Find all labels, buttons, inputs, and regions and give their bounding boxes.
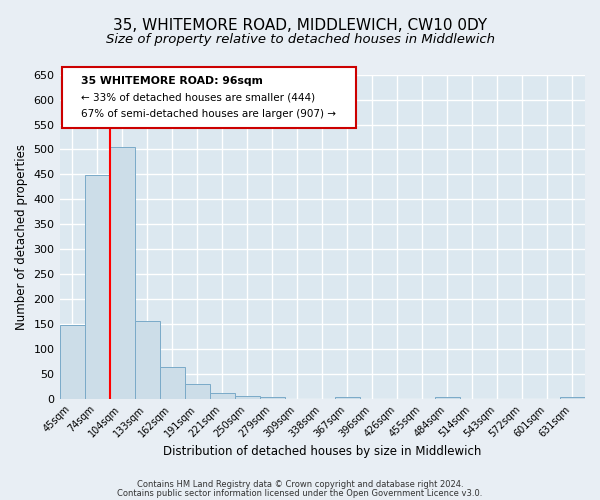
Bar bbox=[560, 396, 585, 399]
Bar bbox=[260, 396, 285, 399]
Text: Contains public sector information licensed under the Open Government Licence v3: Contains public sector information licen… bbox=[118, 488, 482, 498]
X-axis label: Distribution of detached houses by size in Middlewich: Distribution of detached houses by size … bbox=[163, 444, 481, 458]
Bar bbox=[435, 396, 460, 399]
Bar bbox=[335, 396, 360, 399]
Text: 35 WHITEMORE ROAD: 96sqm: 35 WHITEMORE ROAD: 96sqm bbox=[80, 76, 262, 86]
Bar bbox=[160, 366, 185, 399]
Text: Contains HM Land Registry data © Crown copyright and database right 2024.: Contains HM Land Registry data © Crown c… bbox=[137, 480, 463, 489]
Bar bbox=[59, 325, 85, 399]
Y-axis label: Number of detached properties: Number of detached properties bbox=[15, 144, 28, 330]
Text: 35, WHITEMORE ROAD, MIDDLEWICH, CW10 0DY: 35, WHITEMORE ROAD, MIDDLEWICH, CW10 0DY bbox=[113, 18, 487, 32]
Text: ← 33% of detached houses are smaller (444): ← 33% of detached houses are smaller (44… bbox=[80, 92, 314, 102]
Text: 67% of semi-detached houses are larger (907) →: 67% of semi-detached houses are larger (… bbox=[80, 108, 335, 118]
Bar bbox=[235, 396, 260, 399]
Bar bbox=[134, 320, 160, 399]
Bar bbox=[209, 393, 235, 399]
Text: Size of property relative to detached houses in Middlewich: Size of property relative to detached ho… bbox=[106, 32, 494, 46]
Bar bbox=[110, 147, 134, 399]
FancyBboxPatch shape bbox=[62, 66, 356, 128]
Bar bbox=[185, 384, 209, 399]
Bar bbox=[85, 176, 110, 399]
